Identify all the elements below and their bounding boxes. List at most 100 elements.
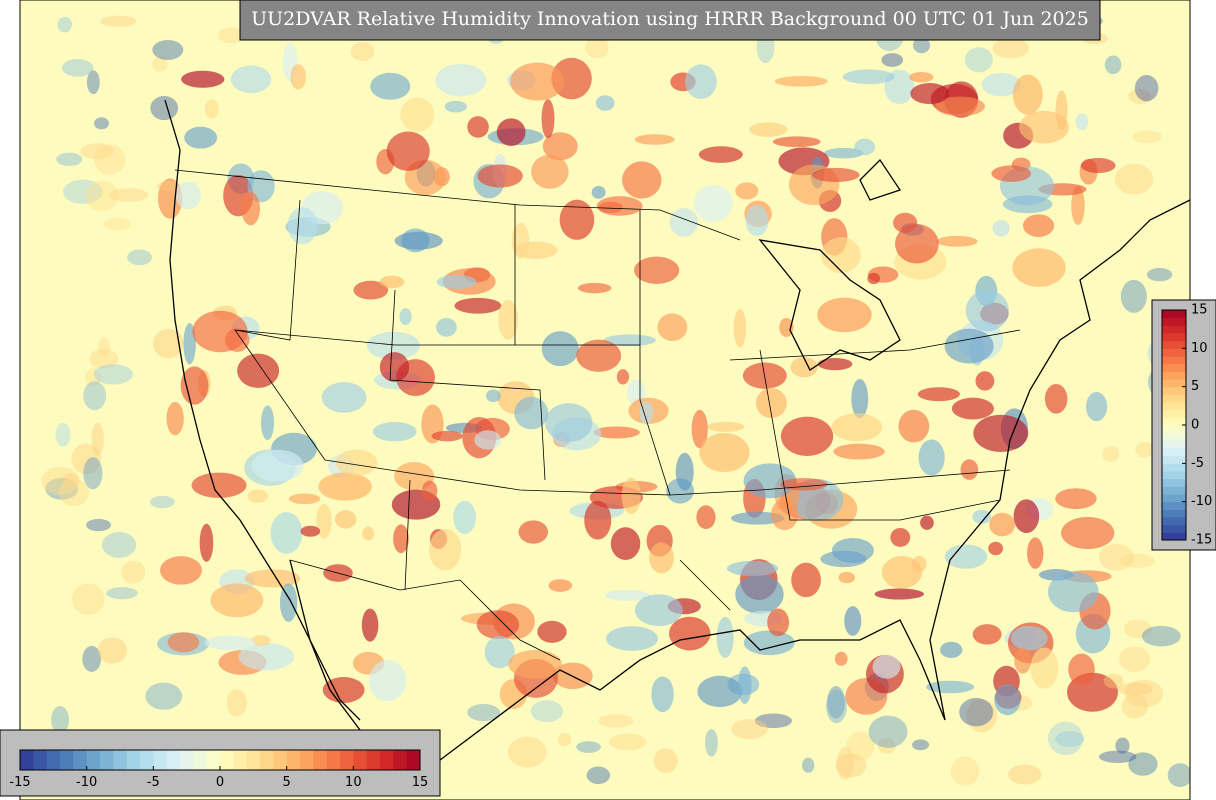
field-blob xyxy=(973,414,1029,452)
field-blob xyxy=(498,299,519,340)
field-blob xyxy=(584,500,612,540)
field-blob xyxy=(97,637,127,664)
tick-label: 5 xyxy=(1191,379,1199,394)
field-blob xyxy=(634,256,680,284)
colorbar-step xyxy=(1162,524,1186,533)
field-blob xyxy=(1117,682,1153,696)
field-blob xyxy=(1071,186,1085,225)
field-blob xyxy=(290,64,307,90)
field-blob xyxy=(1027,537,1044,569)
field-blob xyxy=(831,413,883,442)
field-blob xyxy=(1010,625,1048,651)
tick-label: 0 xyxy=(216,775,224,790)
colorbar-step xyxy=(1162,310,1186,319)
field-blob xyxy=(530,700,564,723)
field-blob xyxy=(180,366,209,405)
colorbar-step xyxy=(60,750,74,770)
field-blob xyxy=(1048,571,1099,613)
field-blob xyxy=(972,509,992,524)
field-blob xyxy=(89,348,119,369)
field-blob xyxy=(835,753,867,778)
field-blob xyxy=(821,237,861,274)
colorbar-step xyxy=(1162,425,1186,434)
tick-label: 5 xyxy=(283,775,291,790)
field-blob xyxy=(103,217,132,231)
field-blob xyxy=(936,235,978,247)
field-blob xyxy=(350,42,375,62)
field-blob xyxy=(386,131,430,171)
field-blob xyxy=(86,518,111,532)
field-blob xyxy=(56,152,83,167)
humidity-field xyxy=(41,10,1190,789)
field-blob xyxy=(1121,694,1148,719)
field-blob xyxy=(605,590,651,601)
field-blob xyxy=(994,684,1021,716)
field-blob xyxy=(300,525,321,537)
field-blob xyxy=(1047,721,1084,756)
field-blob xyxy=(1080,157,1116,174)
field-blob xyxy=(755,388,787,419)
field-blob xyxy=(545,403,593,443)
colorbar-step xyxy=(1162,448,1186,457)
field-blob xyxy=(964,47,993,73)
field-blob xyxy=(353,280,389,300)
field-blob xyxy=(537,620,567,643)
field-blob xyxy=(610,527,641,560)
field-blob xyxy=(184,126,218,149)
field-blob xyxy=(826,689,847,724)
tick-label: 10 xyxy=(345,775,362,790)
field-blob xyxy=(83,381,107,411)
state-borders xyxy=(234,199,1021,611)
field-blob xyxy=(820,550,867,568)
field-blob xyxy=(1123,619,1152,638)
field-blob xyxy=(595,95,615,111)
colorbar-step xyxy=(1162,394,1186,403)
field-blob xyxy=(394,231,443,250)
field-blob xyxy=(1022,214,1055,237)
field-blob xyxy=(867,272,880,285)
field-blob xyxy=(316,503,332,539)
colorbar-step xyxy=(33,750,48,770)
field-blob xyxy=(774,76,828,87)
field-blob xyxy=(898,409,930,443)
field-blob xyxy=(100,15,137,27)
colorbar-step xyxy=(126,750,141,770)
title: UU2DVAR Relative Humidity Innovation usi… xyxy=(251,8,1089,30)
field-blob xyxy=(890,527,911,547)
field-blob xyxy=(1103,673,1124,689)
field-blob xyxy=(743,463,797,499)
field-blob xyxy=(379,275,405,289)
field-blob xyxy=(83,457,103,490)
colorbar-step xyxy=(1162,532,1186,541)
field-blob xyxy=(965,289,1009,332)
field-blob xyxy=(226,689,247,717)
field-blob xyxy=(160,556,202,585)
colorbar-step xyxy=(1162,363,1186,372)
colorbar-step xyxy=(406,750,421,770)
field-blob xyxy=(102,532,137,558)
field-blob xyxy=(166,401,184,436)
field-blob xyxy=(913,37,931,54)
field-blob xyxy=(697,675,743,708)
field-blob xyxy=(59,478,89,507)
border-us-mexico xyxy=(289,559,561,661)
field-blob xyxy=(872,654,901,679)
field-blob xyxy=(1135,441,1155,458)
colorbar-step xyxy=(353,750,368,770)
colorbar-step xyxy=(1162,333,1186,342)
field-blob xyxy=(334,510,357,529)
colorbar-step xyxy=(1162,432,1186,441)
field-blob xyxy=(399,308,412,326)
field-blob xyxy=(251,634,271,646)
field-blob xyxy=(270,512,303,554)
colorbar-step xyxy=(366,750,381,770)
colorbar-step xyxy=(1162,478,1186,487)
field-blob xyxy=(576,339,622,372)
field-blob xyxy=(685,64,717,99)
colorbar-step xyxy=(1162,440,1186,449)
field-blob xyxy=(106,587,138,600)
colorbar-step xyxy=(140,750,154,770)
field-blob xyxy=(598,714,634,728)
field-blob xyxy=(444,100,468,113)
field-blob xyxy=(93,364,133,385)
